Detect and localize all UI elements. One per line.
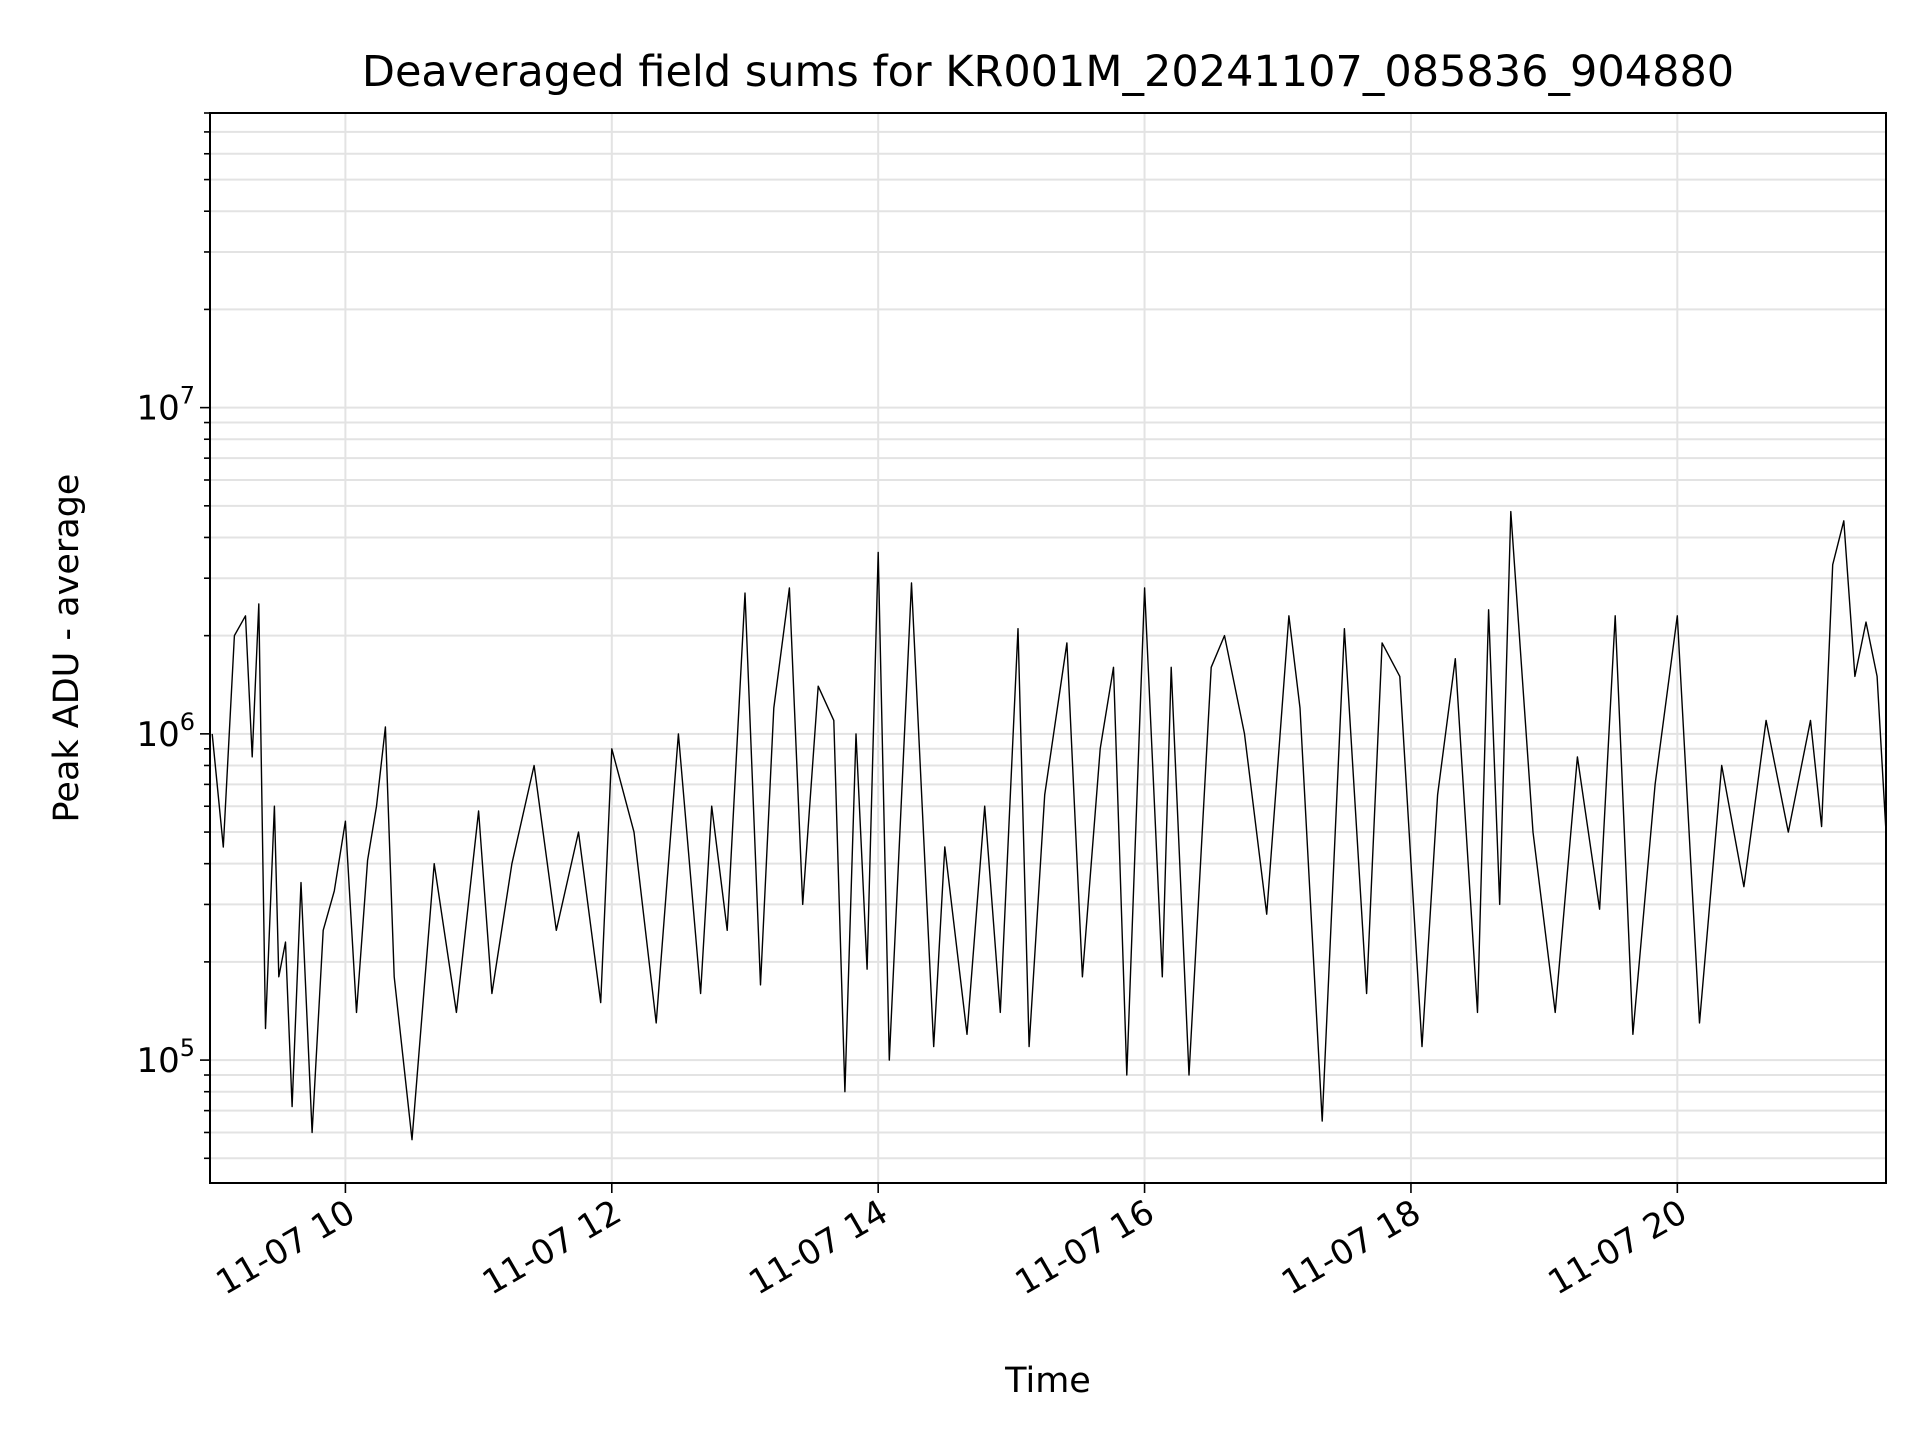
y-tick-label: 105 [136, 1034, 195, 1081]
y-axis-label: Peak ADU - average [47, 474, 87, 823]
plot-frame [209, 112, 1887, 1184]
axis-ticks: 105 106 107 11-07 10 11-07 12 11-07 14 11-07 1… [136, 112, 1694, 1303]
x-tick-label: 11-07 10 [210, 1192, 362, 1303]
grid [210, 112, 1886, 1183]
y-tick-label: 106 [136, 708, 195, 755]
chart-title: Deaveraged field sums for KR001M_2024110… [362, 47, 1734, 97]
x-tick-label: 11-07 20 [1541, 1192, 1693, 1303]
x-axis-label: Time [1004, 1361, 1091, 1401]
x-tick-label: 11-07 16 [1009, 1192, 1161, 1303]
x-tick-label: 11-07 12 [476, 1192, 628, 1303]
series-line [211, 510, 1887, 1141]
x-tick-label: 11-07 14 [742, 1192, 894, 1303]
x-tick-label: 11-07 18 [1275, 1192, 1427, 1303]
y-tick-label: 107 [136, 382, 195, 429]
